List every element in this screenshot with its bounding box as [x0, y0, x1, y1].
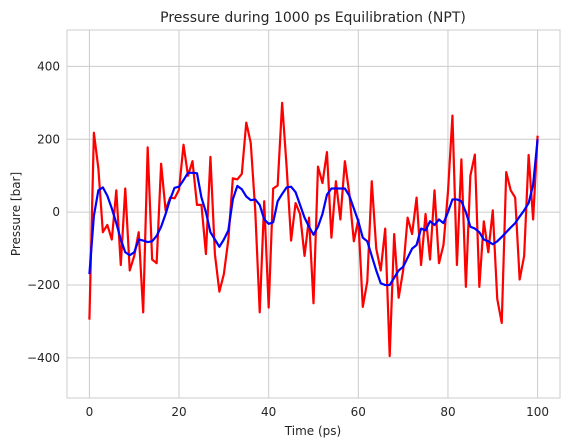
- y-axis-label: Pressure [bar]: [9, 172, 23, 256]
- x-tick-label: 100: [526, 405, 549, 419]
- x-tick-label: 60: [351, 405, 366, 419]
- x-tick-labels: 0 20 40 60 80 100: [86, 405, 549, 419]
- x-tick-label: 0: [86, 405, 94, 419]
- y-tick-labels: −400 −200 0 200 400: [27, 59, 60, 364]
- chart-title: Pressure during 1000 ps Equilibration (N…: [160, 10, 466, 26]
- series-line-1: [88, 139, 539, 287]
- y-tick-label: 400: [37, 59, 60, 73]
- y-tick-label: 200: [37, 132, 60, 146]
- y-tick-label: 0: [52, 205, 60, 219]
- plot-background: [66, 29, 561, 399]
- x-tick-label: 80: [440, 405, 455, 419]
- x-axis-label: Time (ps): [284, 424, 341, 438]
- x-tick-label: 40: [261, 405, 276, 419]
- series-layer: [88, 101, 539, 358]
- y-tick-label: −200: [27, 278, 60, 292]
- y-tick-label: −400: [27, 351, 60, 365]
- x-tick-label: 20: [171, 405, 186, 419]
- series-line-0: [88, 101, 539, 358]
